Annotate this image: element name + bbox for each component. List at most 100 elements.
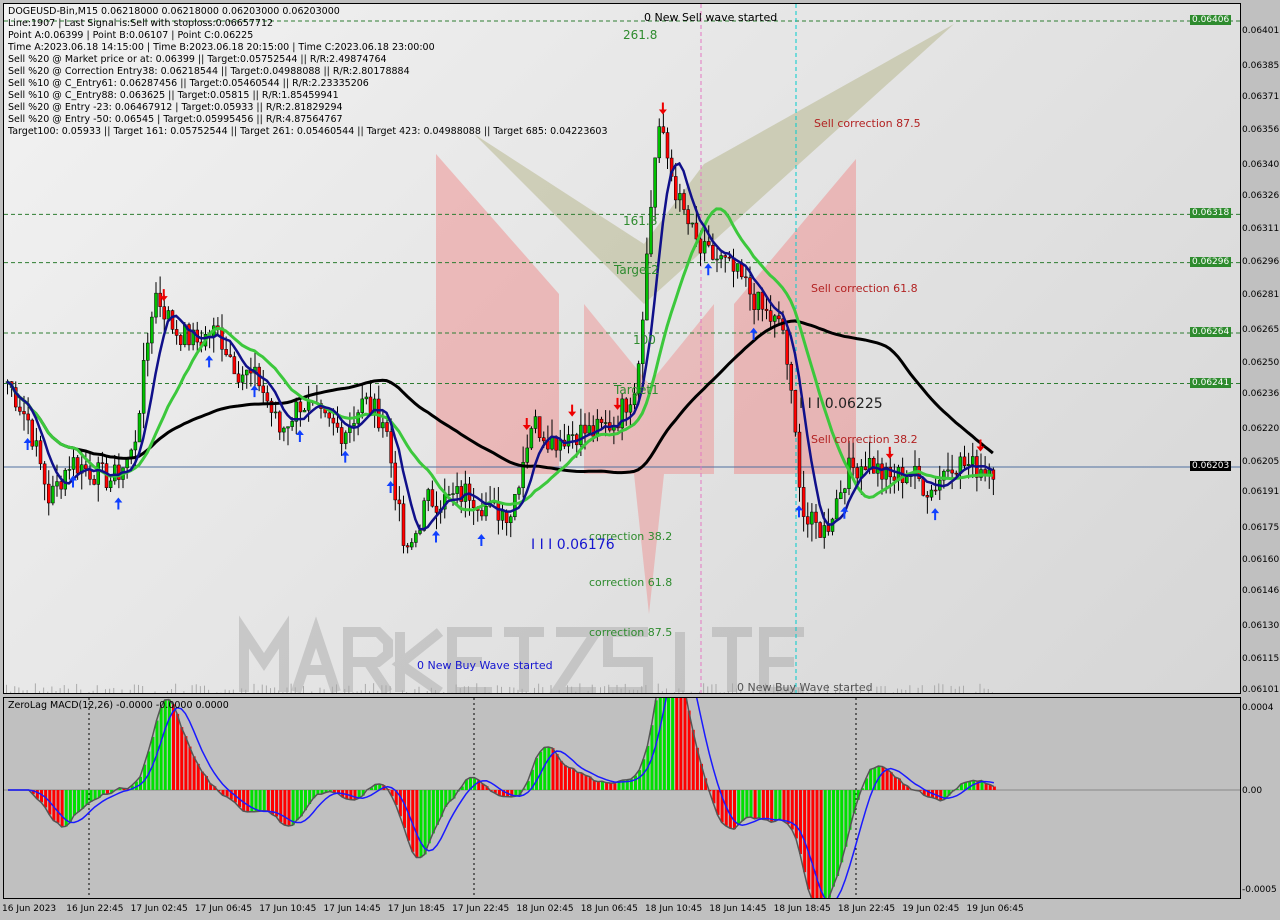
volume-bar bbox=[59, 688, 61, 693]
macd-histogram-bar bbox=[716, 790, 720, 815]
macd-histogram-bar bbox=[522, 788, 526, 790]
volume-bar bbox=[620, 688, 622, 693]
candle bbox=[942, 470, 946, 481]
new-sell-wave-label: 0 New Sell wave started bbox=[644, 11, 778, 24]
candle bbox=[108, 480, 113, 488]
candle bbox=[67, 469, 72, 471]
macd-histogram-bar bbox=[279, 790, 283, 823]
macd-histogram-bar bbox=[213, 786, 217, 790]
volume-bar bbox=[868, 685, 870, 693]
volume-bar bbox=[583, 692, 585, 693]
time-tick-label: 17 Jun 18:45 bbox=[387, 904, 445, 914]
macd-histogram-bar bbox=[106, 790, 109, 795]
macd-histogram-bar bbox=[988, 784, 992, 790]
macd-histogram-bar bbox=[81, 790, 85, 809]
macd-histogram-bar bbox=[328, 790, 332, 792]
macd-histogram-bar bbox=[411, 790, 415, 852]
candle bbox=[335, 422, 340, 428]
macd-histogram-bar bbox=[790, 790, 794, 830]
macd-histogram-bar bbox=[609, 783, 613, 790]
candle bbox=[236, 373, 241, 383]
volume-bar bbox=[917, 687, 919, 693]
candle bbox=[925, 495, 930, 498]
macd-histogram-bar bbox=[159, 707, 163, 790]
macd-histogram-bar bbox=[440, 790, 444, 817]
candle bbox=[636, 363, 641, 395]
info-line: Line:1907 | Last Signal is:Sell with sto… bbox=[8, 18, 274, 29]
candle bbox=[694, 222, 699, 240]
price-tick-label: 0.06326 bbox=[1242, 190, 1280, 201]
candle bbox=[360, 398, 364, 413]
macd-histogram-bar bbox=[295, 790, 299, 821]
macd-histogram-bar bbox=[530, 769, 534, 790]
buy-arrow-icon bbox=[840, 506, 849, 519]
macd-histogram-bar bbox=[419, 790, 423, 858]
macd-histogram-bar bbox=[757, 790, 761, 818]
candle bbox=[224, 349, 228, 356]
volume-bar bbox=[938, 683, 940, 693]
candle bbox=[434, 505, 439, 513]
volume-bar bbox=[496, 685, 498, 693]
macd-histogram-bar bbox=[749, 790, 753, 818]
volume-bar bbox=[687, 693, 688, 694]
price-chart[interactable]: DOGEUSD-Bin,M15 0.06218000 0.06218000 0.… bbox=[3, 3, 1241, 694]
macd-histogram-bar bbox=[922, 790, 926, 796]
volume-bar bbox=[113, 687, 115, 693]
volume-bar bbox=[26, 690, 28, 693]
candle bbox=[834, 498, 839, 520]
macd-histogram-bar bbox=[254, 790, 258, 812]
macd-histogram-bar bbox=[629, 779, 633, 790]
macd-label: ZeroLag MACD(12,26) -0.0000 -0.0000 0.00… bbox=[8, 700, 229, 711]
candle bbox=[306, 400, 311, 411]
correction-87-label: correction 87.5 bbox=[589, 626, 673, 639]
volume-bar bbox=[241, 688, 243, 693]
volume-bar bbox=[509, 686, 511, 693]
volume-bar bbox=[637, 690, 639, 693]
info-line: Sell %20 @ Entry -23: 0.06467912 | Targe… bbox=[8, 102, 343, 113]
candle bbox=[393, 462, 397, 501]
volume-bar bbox=[204, 685, 205, 693]
macd-histogram-bar bbox=[683, 698, 687, 790]
macd-histogram-bar bbox=[205, 776, 208, 790]
macd-tick-label: 0.0004 bbox=[1242, 703, 1274, 713]
volume-bar bbox=[707, 686, 709, 693]
candle bbox=[810, 511, 814, 525]
volume-bar bbox=[983, 688, 985, 693]
candle bbox=[690, 222, 694, 225]
candle bbox=[414, 533, 418, 543]
macd-histogram-bar bbox=[258, 790, 262, 812]
volume-bar bbox=[616, 684, 618, 693]
time-tick-label: 18 Jun 02:45 bbox=[516, 904, 574, 914]
price-tick-label: 0.06340 bbox=[1242, 160, 1280, 171]
time-tick-label: 18 Jun 06:45 bbox=[580, 904, 638, 914]
candle bbox=[628, 404, 633, 413]
macd-panel[interactable]: ZeroLag MACD(12,26) -0.0000 -0.0000 0.00… bbox=[3, 697, 1241, 899]
volume-bar bbox=[385, 685, 387, 693]
sell-arrow-icon bbox=[522, 417, 531, 430]
volume-bar bbox=[901, 689, 903, 693]
volume-bar bbox=[628, 689, 630, 693]
candle bbox=[818, 522, 822, 538]
macd-histogram-bar bbox=[893, 776, 897, 790]
volume-bar bbox=[331, 686, 333, 693]
candle bbox=[533, 416, 538, 429]
volume-bar bbox=[934, 685, 936, 693]
price-tick-label: 0.06220 bbox=[1242, 423, 1280, 434]
macd-histogram-bar bbox=[844, 790, 848, 847]
candle bbox=[665, 132, 670, 159]
volume-bar bbox=[67, 688, 69, 693]
price-tick-label: 0.06356 bbox=[1242, 124, 1280, 135]
time-tick-label: 19 Jun 06:45 bbox=[966, 904, 1024, 914]
candle bbox=[801, 487, 806, 517]
volume-bar bbox=[843, 692, 845, 693]
fib-161-label: 161.8 bbox=[623, 214, 658, 228]
buy-arrow-icon bbox=[295, 429, 304, 442]
macd-histogram-bar bbox=[514, 790, 518, 797]
candle bbox=[269, 400, 274, 413]
candle bbox=[979, 469, 983, 478]
logo-shape bbox=[436, 154, 559, 474]
candle bbox=[92, 478, 96, 485]
macd-histogram-bar bbox=[770, 790, 774, 823]
macd-histogram-bar bbox=[299, 790, 303, 817]
candle bbox=[529, 428, 534, 449]
